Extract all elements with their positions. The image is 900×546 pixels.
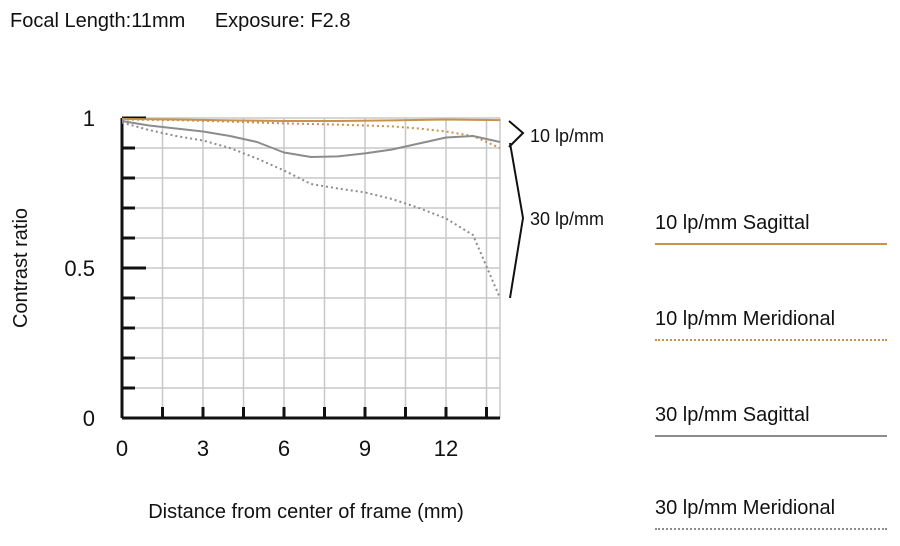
legend-item-30-sagittal: 30 lp/mm Sagittal xyxy=(655,404,887,437)
annotation-10-lpmm: 10 lp/mm xyxy=(530,126,604,146)
x-tick-label: 0 xyxy=(116,436,128,461)
bracket-10-lpmm xyxy=(508,120,525,148)
x-tick-label: 9 xyxy=(359,436,371,461)
y-tick-label: 1 xyxy=(83,106,95,131)
legend-swatch-10-meridional xyxy=(655,339,887,341)
series-line-1 xyxy=(121,118,501,149)
y-tick-label: 0.5 xyxy=(64,256,95,281)
series-line-2 xyxy=(121,120,501,158)
focal-length-label: Focal Length:11mm xyxy=(10,10,186,32)
series-line-0 xyxy=(121,117,501,122)
legend-label-10-sagittal: 10 lp/mm Sagittal xyxy=(655,212,810,234)
legend-item-10-meridional: 10 lp/mm Meridional xyxy=(655,308,887,341)
legend-label-30-sagittal: 30 lp/mm Sagittal xyxy=(655,404,810,426)
bracket-30-lpmm xyxy=(509,142,525,299)
x-tick-label: 6 xyxy=(278,436,290,461)
legend-swatch-30-meridional xyxy=(655,528,887,530)
exposure-label: Exposure: F2.8 xyxy=(214,10,351,32)
legend-label-30-meridional: 30 lp/mm Meridional xyxy=(655,497,836,519)
legend-label-10-meridional: 10 lp/mm Meridional xyxy=(655,308,836,330)
x-tick-label: 3 xyxy=(197,436,209,461)
y-axis-label: Contrast ratio xyxy=(10,208,32,328)
legend-item-10-sagittal: 10 lp/mm Sagittal xyxy=(655,212,887,245)
annotation-30-lpmm: 30 lp/mm xyxy=(530,209,604,229)
x-axis-label: Distance from center of frame (mm) xyxy=(148,501,464,523)
chart-header: Focal Length:11mm Exposure: F2.8 xyxy=(10,10,374,33)
x-tick-label: 12 xyxy=(434,436,458,461)
legend-swatch-30-sagittal xyxy=(655,435,887,437)
legend-item-30-meridional: 30 lp/mm Meridional xyxy=(655,497,887,530)
y-tick-label: 0 xyxy=(83,406,95,431)
series-line-3 xyxy=(121,121,501,299)
legend-swatch-10-sagittal xyxy=(655,243,887,245)
